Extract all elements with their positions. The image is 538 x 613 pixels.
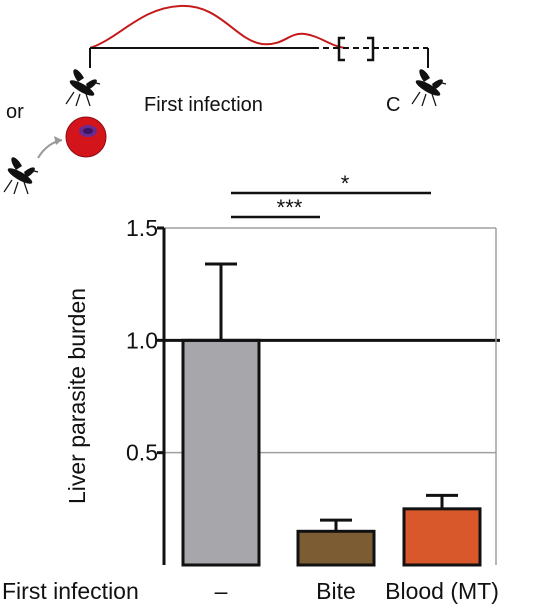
- label-challenge: C: [386, 94, 400, 116]
- arrow-head-icon: [54, 136, 62, 145]
- bar-1: [181, 338, 261, 567]
- bar-2: [296, 529, 376, 567]
- infected-red-blood-cell-icon: [65, 116, 107, 158]
- y-axis-label: Liver parasite burden: [64, 288, 90, 504]
- x-tick-label: Bite: [316, 578, 356, 604]
- significance-label: ***: [277, 195, 303, 220]
- bars: [181, 338, 482, 567]
- y-tick-label: 1.0: [126, 327, 158, 353]
- bracket-left: [337, 36, 345, 62]
- bar-3: [402, 507, 482, 567]
- bar-chart: 0.51.01.5 – Bite Blood (MT) **** Liver par…: [2, 171, 500, 604]
- axes: [162, 228, 497, 565]
- mosquito-icon: [65, 69, 101, 107]
- mosquito-icon: [411, 69, 447, 107]
- error-bars: [205, 262, 458, 532]
- x-axis-label: First infection: [2, 578, 139, 604]
- label-first-infection-schematic: First infection: [144, 94, 263, 116]
- bracket-right: [367, 36, 375, 62]
- significance-brackets: ****: [231, 171, 431, 220]
- y-tick-label: 1.5: [126, 215, 158, 241]
- label-or: or: [6, 101, 24, 123]
- y-tick-label: 0.5: [126, 440, 158, 466]
- x-tick-label: Blood (MT): [385, 578, 499, 604]
- x-tick-label: –: [215, 578, 228, 604]
- mosquito-icon: [3, 157, 39, 195]
- significance-label: *: [341, 171, 350, 196]
- x-tick-labels: – Bite Blood (MT): [215, 578, 499, 604]
- infection-timeline-schematic: or First infection C: [3, 4, 447, 195]
- y-ticks: 0.5 1.0 1.5: [126, 215, 164, 466]
- parasitemia-curve: [89, 4, 346, 49]
